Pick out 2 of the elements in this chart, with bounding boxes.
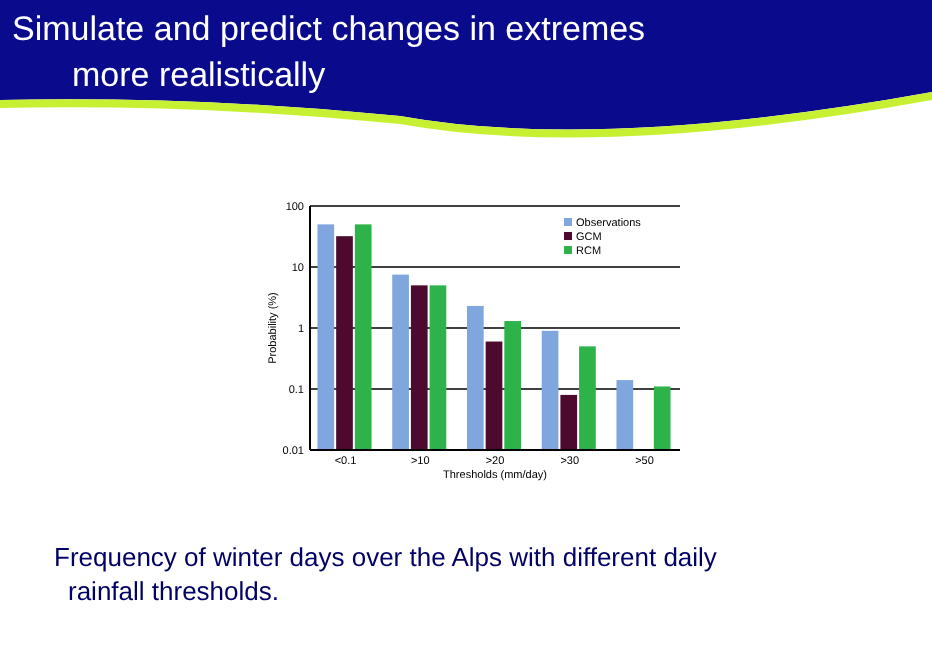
chart-title: Simulate and predict changes in extremes more realistically xyxy=(12,10,646,94)
text: Frequency of winter days over the Alps with different daily rainfall thresholds. xyxy=(54,542,718,606)
